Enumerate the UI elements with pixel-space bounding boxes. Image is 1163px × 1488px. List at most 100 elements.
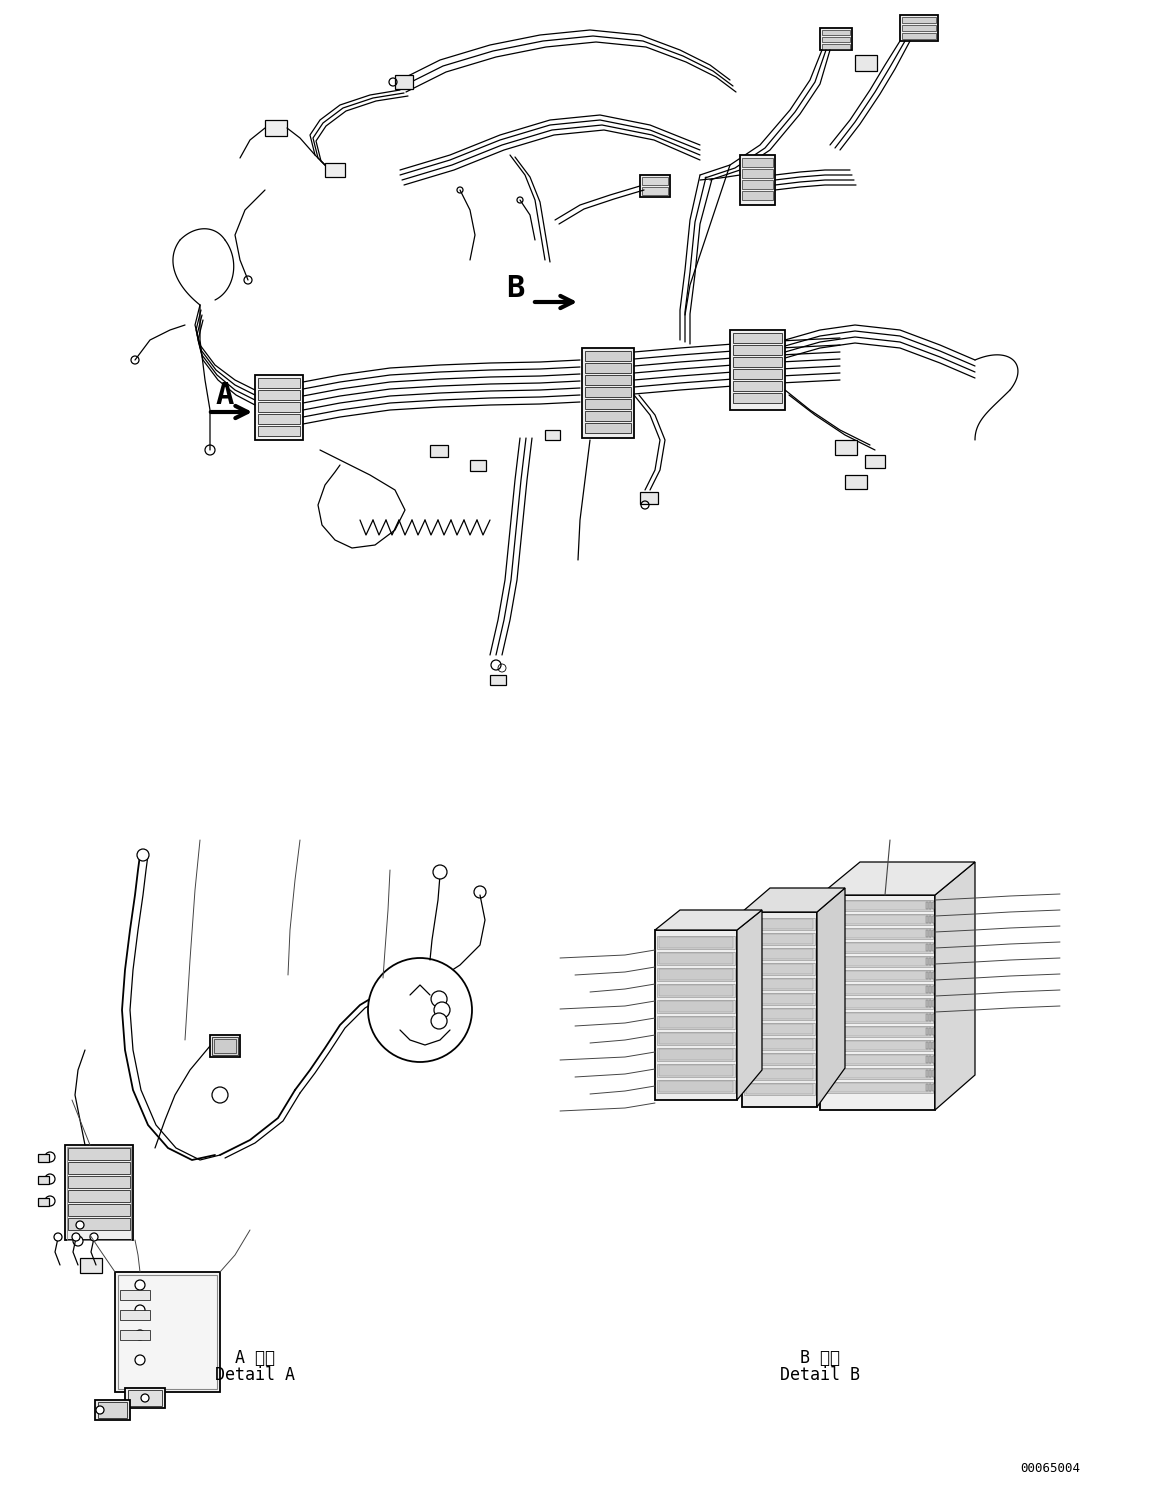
Bar (657, 1000, 735, 1013)
Bar (659, 1065, 733, 1076)
Bar (265, 121, 287, 135)
Bar (929, 902, 932, 909)
Bar (822, 942, 933, 952)
Bar (825, 1013, 932, 1022)
Bar (657, 1080, 735, 1094)
Bar (932, 972, 934, 979)
Bar (733, 369, 782, 379)
Bar (733, 357, 782, 368)
Bar (640, 176, 670, 196)
Bar (742, 912, 816, 1107)
Bar (926, 1000, 928, 1007)
Bar (659, 1080, 733, 1092)
Bar (255, 375, 304, 440)
Bar (585, 387, 632, 397)
Bar (825, 1083, 932, 1092)
Bar (822, 45, 850, 49)
Bar (659, 937, 733, 948)
Bar (744, 1024, 815, 1036)
Bar (825, 1068, 932, 1077)
Bar (902, 25, 936, 31)
Bar (820, 894, 935, 1110)
Bar (929, 1056, 932, 1062)
Polygon shape (816, 888, 846, 1107)
Text: B 詳細: B 詳細 (800, 1350, 840, 1367)
Bar (902, 16, 936, 22)
Bar (926, 1070, 928, 1077)
Bar (744, 1083, 815, 1095)
Bar (657, 936, 735, 949)
Bar (38, 1155, 49, 1162)
Circle shape (73, 1237, 83, 1245)
Bar (744, 992, 815, 1004)
Bar (659, 969, 733, 981)
Bar (80, 1257, 102, 1274)
Bar (822, 900, 933, 911)
Bar (744, 933, 815, 945)
Bar (932, 1028, 934, 1036)
Bar (932, 902, 934, 909)
Bar (745, 1068, 813, 1079)
Bar (929, 987, 932, 992)
Circle shape (431, 1013, 447, 1030)
Bar (929, 917, 932, 923)
Bar (929, 1028, 932, 1036)
Bar (744, 1054, 815, 1065)
Bar (733, 381, 782, 391)
Bar (258, 414, 300, 424)
Bar (822, 1082, 933, 1094)
Bar (926, 1013, 928, 1021)
Bar (929, 1042, 932, 1049)
Bar (585, 411, 632, 421)
Text: A: A (216, 381, 234, 409)
Bar (657, 969, 735, 981)
Bar (822, 1040, 933, 1051)
Bar (932, 1056, 934, 1062)
Bar (745, 934, 813, 943)
Bar (742, 170, 773, 179)
Bar (822, 37, 850, 42)
Bar (825, 1027, 932, 1036)
Bar (822, 929, 933, 939)
Bar (95, 1400, 130, 1420)
Circle shape (368, 958, 472, 1062)
Bar (745, 1054, 813, 1064)
Bar (745, 920, 813, 929)
Bar (430, 445, 448, 457)
Bar (929, 1083, 932, 1091)
Bar (932, 987, 934, 992)
Bar (65, 1144, 133, 1240)
Circle shape (45, 1196, 55, 1205)
Bar (926, 1042, 928, 1049)
Bar (740, 155, 775, 205)
Bar (825, 985, 932, 994)
Bar (744, 978, 815, 990)
Circle shape (135, 1330, 145, 1341)
Bar (115, 1272, 220, 1391)
Bar (659, 1049, 733, 1059)
Circle shape (45, 1152, 55, 1162)
Bar (929, 943, 932, 951)
Circle shape (212, 1088, 228, 1103)
Bar (38, 1176, 49, 1184)
Bar (932, 930, 934, 937)
Bar (98, 1402, 127, 1418)
Bar (744, 1007, 815, 1019)
Bar (124, 1388, 165, 1408)
Circle shape (53, 1234, 62, 1241)
Bar (825, 957, 932, 966)
Bar (822, 1012, 933, 1024)
Bar (745, 1039, 813, 1049)
Bar (822, 955, 933, 967)
Text: B: B (506, 274, 525, 302)
Bar (545, 430, 561, 440)
Bar (745, 1083, 813, 1094)
Bar (745, 994, 813, 1004)
Bar (258, 390, 300, 400)
Bar (929, 1070, 932, 1077)
Bar (745, 949, 813, 958)
Bar (657, 984, 735, 997)
Bar (67, 1162, 130, 1174)
Bar (822, 1068, 933, 1079)
Bar (932, 1000, 934, 1007)
